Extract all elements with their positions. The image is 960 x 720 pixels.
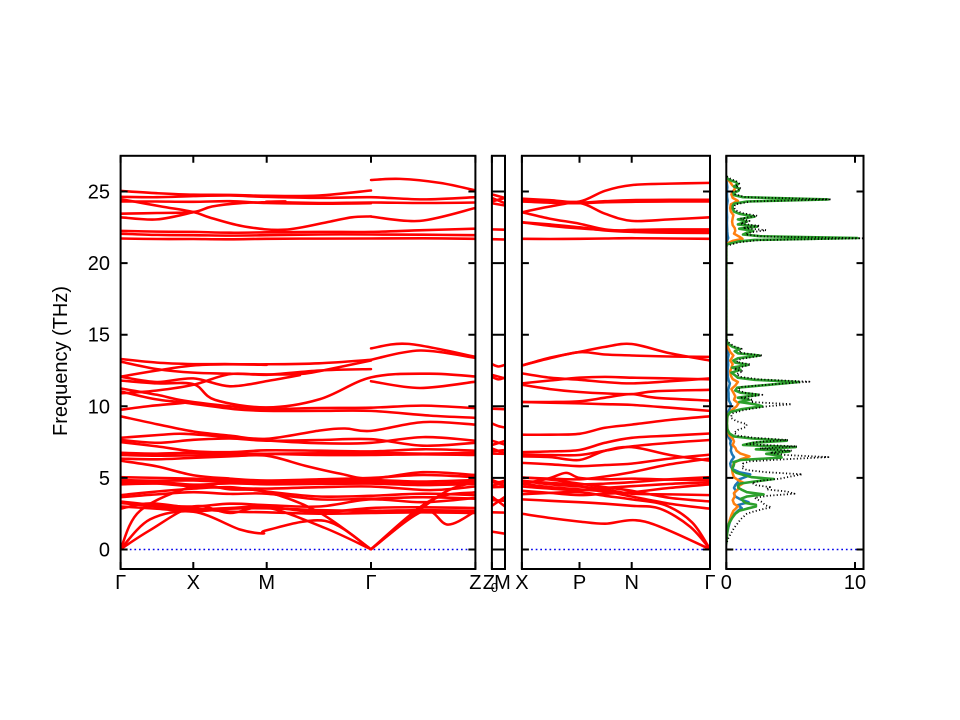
svg-text:15: 15: [88, 325, 110, 347]
svg-text:X: X: [515, 572, 528, 594]
svg-text:25: 25: [88, 182, 110, 204]
svg-text:Frequency (THz): Frequency (THz): [50, 286, 72, 436]
svg-text:5: 5: [99, 468, 110, 490]
svg-text:Γ: Γ: [704, 572, 715, 594]
svg-text:Z: Z: [483, 572, 495, 594]
svg-text:20: 20: [88, 253, 110, 275]
svg-text:X: X: [187, 572, 200, 594]
svg-text:Γ: Γ: [365, 572, 376, 594]
svg-text:Γ: Γ: [115, 572, 126, 594]
svg-text:N: N: [624, 572, 638, 594]
svg-text:0: 0: [721, 572, 732, 594]
svg-text:10: 10: [844, 572, 866, 594]
svg-text:Z: Z: [469, 572, 481, 594]
svg-text:10: 10: [88, 396, 110, 418]
svg-text:P: P: [573, 572, 586, 594]
svg-text:M: M: [258, 572, 275, 594]
svg-text:M: M: [494, 572, 511, 594]
svg-text:0: 0: [491, 580, 498, 595]
svg-text:0: 0: [99, 540, 110, 562]
